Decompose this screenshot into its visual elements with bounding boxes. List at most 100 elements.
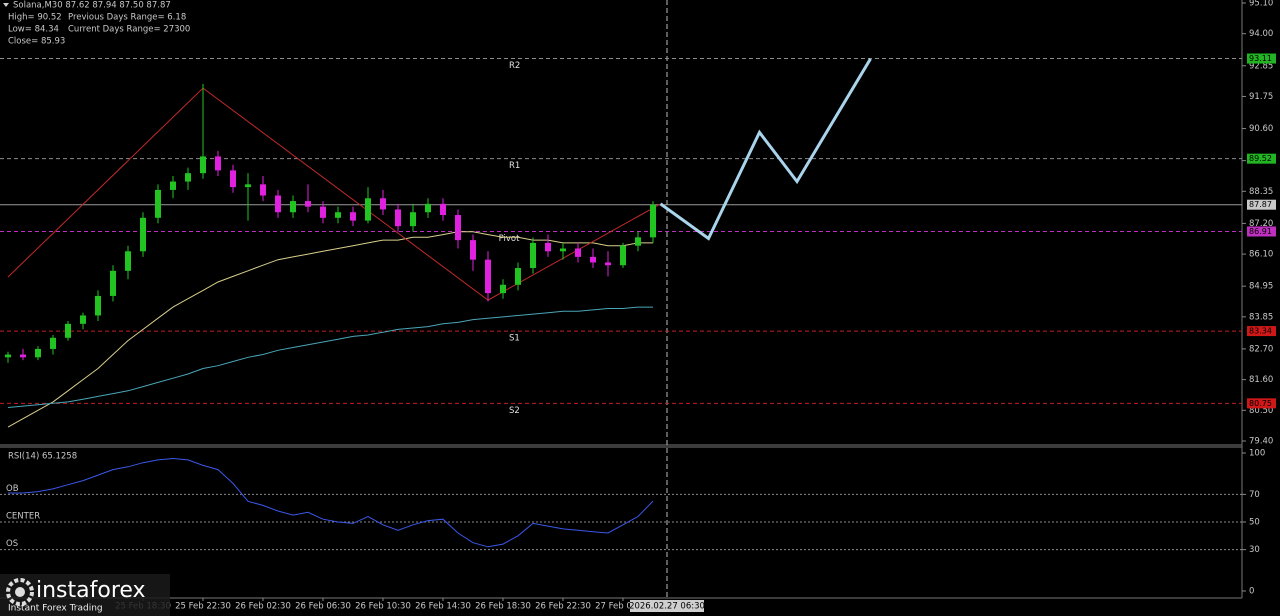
candle-body: [110, 270, 116, 296]
logo-tagline: Instant Forex Trading: [8, 604, 103, 614]
candle-body: [545, 242, 551, 252]
level-label: S2: [509, 406, 520, 416]
info: Low= 84.34: [8, 25, 59, 35]
info: Previous Days Range= 6.18: [68, 13, 186, 23]
y-tick-label: 30: [1249, 545, 1260, 555]
y-tick-label: 90.60: [1249, 124, 1273, 134]
candle-body: [20, 354, 26, 358]
y-tick-label: 50: [1249, 518, 1260, 528]
candle-body: [425, 203, 431, 213]
y-tick-label: 91.75: [1249, 92, 1273, 102]
price-tag: [1247, 53, 1276, 64]
info: High= 90.52: [8, 13, 62, 23]
candle-body: [230, 170, 236, 188]
crosshair-tag-label: 2026.02.27 06:30: [629, 602, 705, 612]
rsi-title: RSI(14) 65.1258: [8, 452, 77, 462]
rsi-line: [8, 457, 654, 548]
x-tick-label: 25 Feb 22:30: [175, 602, 231, 612]
candle-body: [95, 295, 101, 316]
candle-body: [575, 248, 581, 257]
price-tag: [1247, 199, 1276, 210]
forecast: [659, 58, 872, 241]
y-tick-label: 86.10: [1249, 250, 1273, 260]
level-label: R2: [509, 61, 520, 71]
candle-body: [65, 323, 71, 338]
logo-text: instaforex: [36, 578, 146, 603]
candle-body: [170, 181, 176, 190]
y-tick-label: 94.00: [1249, 29, 1273, 39]
x-tick-label: 26 Feb 02:30: [235, 602, 291, 612]
candle-body: [305, 201, 311, 207]
candle-body: [5, 354, 11, 358]
candle-body: [590, 256, 596, 263]
candle-body: [155, 189, 161, 218]
price-tag: [1247, 226, 1276, 237]
candle-body: [125, 251, 131, 271]
y-tick-label: 79.40: [1249, 437, 1273, 447]
rsi-level-label: CENTER: [6, 512, 40, 522]
candle-body: [635, 237, 641, 246]
x-tick-label: 26 Feb 14:30: [415, 602, 471, 612]
price-tag-label: 93.11: [1249, 54, 1272, 63]
candle-body: [35, 348, 41, 358]
y-tick-label: 81.60: [1249, 375, 1273, 385]
y-tick-label: 82.70: [1249, 344, 1273, 354]
y-tick-label: 92.85: [1249, 61, 1273, 71]
level-label: S1: [509, 334, 520, 344]
price-tag-label: 83.34: [1249, 327, 1272, 336]
zigzag: [7, 87, 661, 301]
y-tick-label: 0: [1249, 587, 1254, 597]
candle-body: [80, 315, 86, 324]
candle-body: [140, 217, 146, 252]
candle-body: [560, 248, 566, 252]
rsi-level-label: OB: [6, 484, 19, 494]
candle-body: [605, 262, 611, 266]
candle-body: [365, 198, 371, 221]
chart-title: Solana,M30 87.62 87.94 87.50 87.87: [13, 1, 171, 11]
info: Current Days Range= 27300: [68, 25, 190, 35]
candle-body: [320, 206, 326, 218]
y-tick-label: 100: [1249, 449, 1265, 459]
moving-average: [7, 231, 653, 428]
info: Close= 85.93: [8, 37, 65, 47]
logo-icon: [15, 587, 25, 597]
collapse-arrow: [3, 3, 9, 7]
x-tick-label: 26 Feb 10:30: [355, 602, 411, 612]
price-tag-label: 86.91: [1249, 227, 1272, 236]
x-tick-label: 26 Feb 22:30: [535, 602, 591, 612]
candle-body: [260, 184, 266, 196]
candle-body: [470, 240, 476, 260]
price-tag-label: 89.52: [1249, 154, 1272, 163]
x-tick-label: 26 Feb 18:30: [475, 602, 531, 612]
candle-body: [485, 259, 491, 294]
price-tag-label: 80.75: [1249, 399, 1272, 408]
moving-average: [7, 306, 653, 408]
price-tag: [1247, 326, 1276, 337]
y-tick-label: 83.85: [1249, 312, 1273, 322]
candle-body: [395, 209, 401, 227]
y-tick-label: 70: [1249, 490, 1260, 500]
candle-body: [275, 195, 281, 213]
price-tag: [1247, 153, 1276, 164]
logo-icon: [6, 578, 34, 606]
candle-body: [500, 284, 506, 294]
candle-body: [440, 203, 446, 216]
candle-body: [650, 204, 656, 238]
candle-body: [515, 268, 521, 285]
candle-body: [200, 156, 206, 174]
price-tag: [1247, 398, 1276, 409]
candle-body: [455, 215, 461, 241]
price-tag-label: 87.87: [1249, 200, 1272, 209]
candle-body: [290, 201, 296, 213]
candle-body: [245, 184, 251, 188]
y-tick-label: 87.20: [1249, 219, 1273, 229]
candle-body: [350, 212, 356, 221]
level-label: R1: [509, 161, 520, 171]
candle-body: [50, 337, 56, 349]
candle-body: [380, 198, 386, 210]
level-label: Pivot: [499, 234, 521, 244]
x-tick-label: 27 Feb 02:30: [595, 602, 651, 612]
candle-body: [530, 242, 536, 269]
